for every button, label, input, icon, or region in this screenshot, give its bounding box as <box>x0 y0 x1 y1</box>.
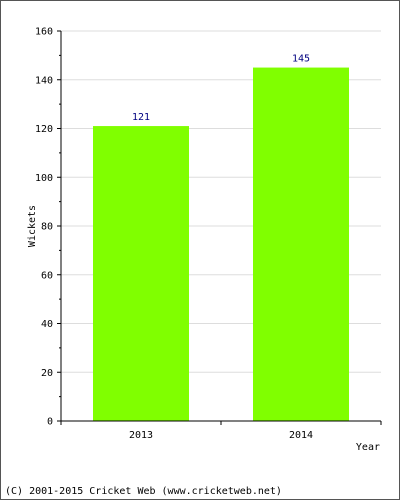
data-labels: 121 145 <box>132 54 310 124</box>
data-label-2013: 121 <box>132 112 150 123</box>
y-tick-label: 20 <box>41 368 53 379</box>
y-tick-label: 140 <box>35 75 53 86</box>
y-ticks: 0 20 40 60 80 100 120 140 160 <box>35 27 61 428</box>
y-tick-label: 60 <box>41 270 53 281</box>
y-tick-label: 120 <box>35 124 53 135</box>
x-tick-label-2014: 2014 <box>289 430 313 441</box>
y-tick-label: 160 <box>35 27 53 38</box>
x-ticks: 2013 2014 <box>60 421 382 441</box>
y-tick-label: 80 <box>41 222 53 233</box>
data-label-2014: 145 <box>292 54 310 65</box>
bars <box>93 67 349 421</box>
bar-2013 <box>93 126 189 421</box>
copyright-footer: (C) 2001-2015 Cricket Web (www.cricketwe… <box>5 486 282 497</box>
bar-2014 <box>253 67 349 421</box>
y-tick-label: 40 <box>41 319 53 330</box>
y-tick-label: 100 <box>35 173 53 184</box>
x-tick-label-2013: 2013 <box>129 430 153 441</box>
y-tick-label: 0 <box>47 417 53 428</box>
y-axis-label: Wickets <box>27 205 38 247</box>
x-axis-label: Year <box>356 442 380 453</box>
